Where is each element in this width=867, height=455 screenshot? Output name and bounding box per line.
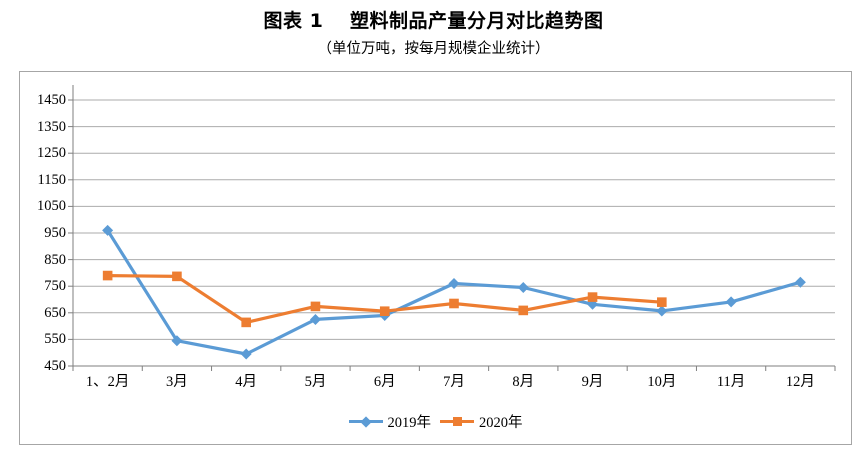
chart-title: 图表 1 塑料制品产量分月对比趋势图 xyxy=(263,10,604,32)
x-axis-tick-label: 12月 xyxy=(785,374,815,390)
data-point-diamond-2019年 xyxy=(102,224,114,236)
legend-2019-diamond-icon xyxy=(359,415,372,428)
data-point-diamond-2019年 xyxy=(656,305,668,317)
data-point-square-2020年 xyxy=(241,317,251,328)
data-point-square-2020年 xyxy=(102,270,113,281)
y-axis-tick-label: 1050 xyxy=(37,198,66,215)
chart-frame: 450 550 650 750 850 950 1050 1150 1250 1350 1450 1、… xyxy=(19,71,852,445)
x-axis-tick-label: 3月 xyxy=(166,374,188,390)
x-axis-tick-label: 5月 xyxy=(304,374,327,390)
y-axis-tick-label: 950 xyxy=(44,225,66,241)
x-axis-tick-label: 8月 xyxy=(512,374,535,390)
legend-label-2020: 2020年 xyxy=(479,415,523,431)
data-point-square-2020年 xyxy=(657,297,667,307)
legend-2019-line-diamond-icon xyxy=(348,415,383,428)
series-line-2019年 xyxy=(106,228,802,356)
data-point-diamond-2019年 xyxy=(309,313,321,325)
data-point-square-2020年 xyxy=(172,271,182,282)
data-point-diamond-2019年 xyxy=(725,296,737,308)
data-point-diamond-2019年 xyxy=(448,278,460,290)
data-point-square-2020年 xyxy=(310,301,321,312)
x-axis-tick-label: 9月 xyxy=(581,374,604,390)
y-axis-tick-label: 550 xyxy=(44,331,66,348)
data-point-square-2020年 xyxy=(449,298,459,309)
chart-subtitle: （单位万吨，按每月规模企业统计） xyxy=(317,41,550,57)
y-axis-tick-label: 1250 xyxy=(37,145,66,162)
x-axis-tick-label: 6月 xyxy=(373,374,396,390)
y-axis-tick-label: 750 xyxy=(44,278,66,295)
legend-item-2019: 2019年 xyxy=(348,411,432,432)
x-axis-tick-label: 7月 xyxy=(443,374,465,390)
y-axis-tick-label: 1350 xyxy=(37,118,66,135)
y-axis-tick-label: 650 xyxy=(44,304,66,321)
legend-2020-square-icon xyxy=(453,417,462,426)
y-axis-tick-label: 1150 xyxy=(37,171,66,188)
data-point-diamond-2019年 xyxy=(240,348,252,360)
legend-2020-line-square-icon xyxy=(440,416,474,428)
x-axis-tick-label: 1、2月 xyxy=(85,374,130,390)
data-point-diamond-2019年 xyxy=(171,335,183,347)
x-axis-tick-label: 4月 xyxy=(235,374,258,390)
y-axis-tick-label: 850 xyxy=(44,251,66,268)
y-axis-tick-label: 450 xyxy=(44,358,66,374)
data-point-square-2020年 xyxy=(587,292,598,302)
x-axis-tick-label: 11月 xyxy=(716,374,746,390)
legend-item-2020: 2020年 xyxy=(440,411,523,432)
legend-label-2019: 2019年 xyxy=(387,415,432,431)
x-axis-tick-label: 10月 xyxy=(647,374,677,390)
plot-area xyxy=(68,85,836,371)
data-point-diamond-2019年 xyxy=(517,282,529,294)
data-point-square-2020年 xyxy=(379,306,390,317)
data-point-diamond-2019年 xyxy=(794,276,806,288)
y-axis-tick-label: 1450 xyxy=(37,92,66,108)
legend: 2019年 2020年 xyxy=(20,411,851,432)
data-point-square-2020年 xyxy=(518,305,529,316)
